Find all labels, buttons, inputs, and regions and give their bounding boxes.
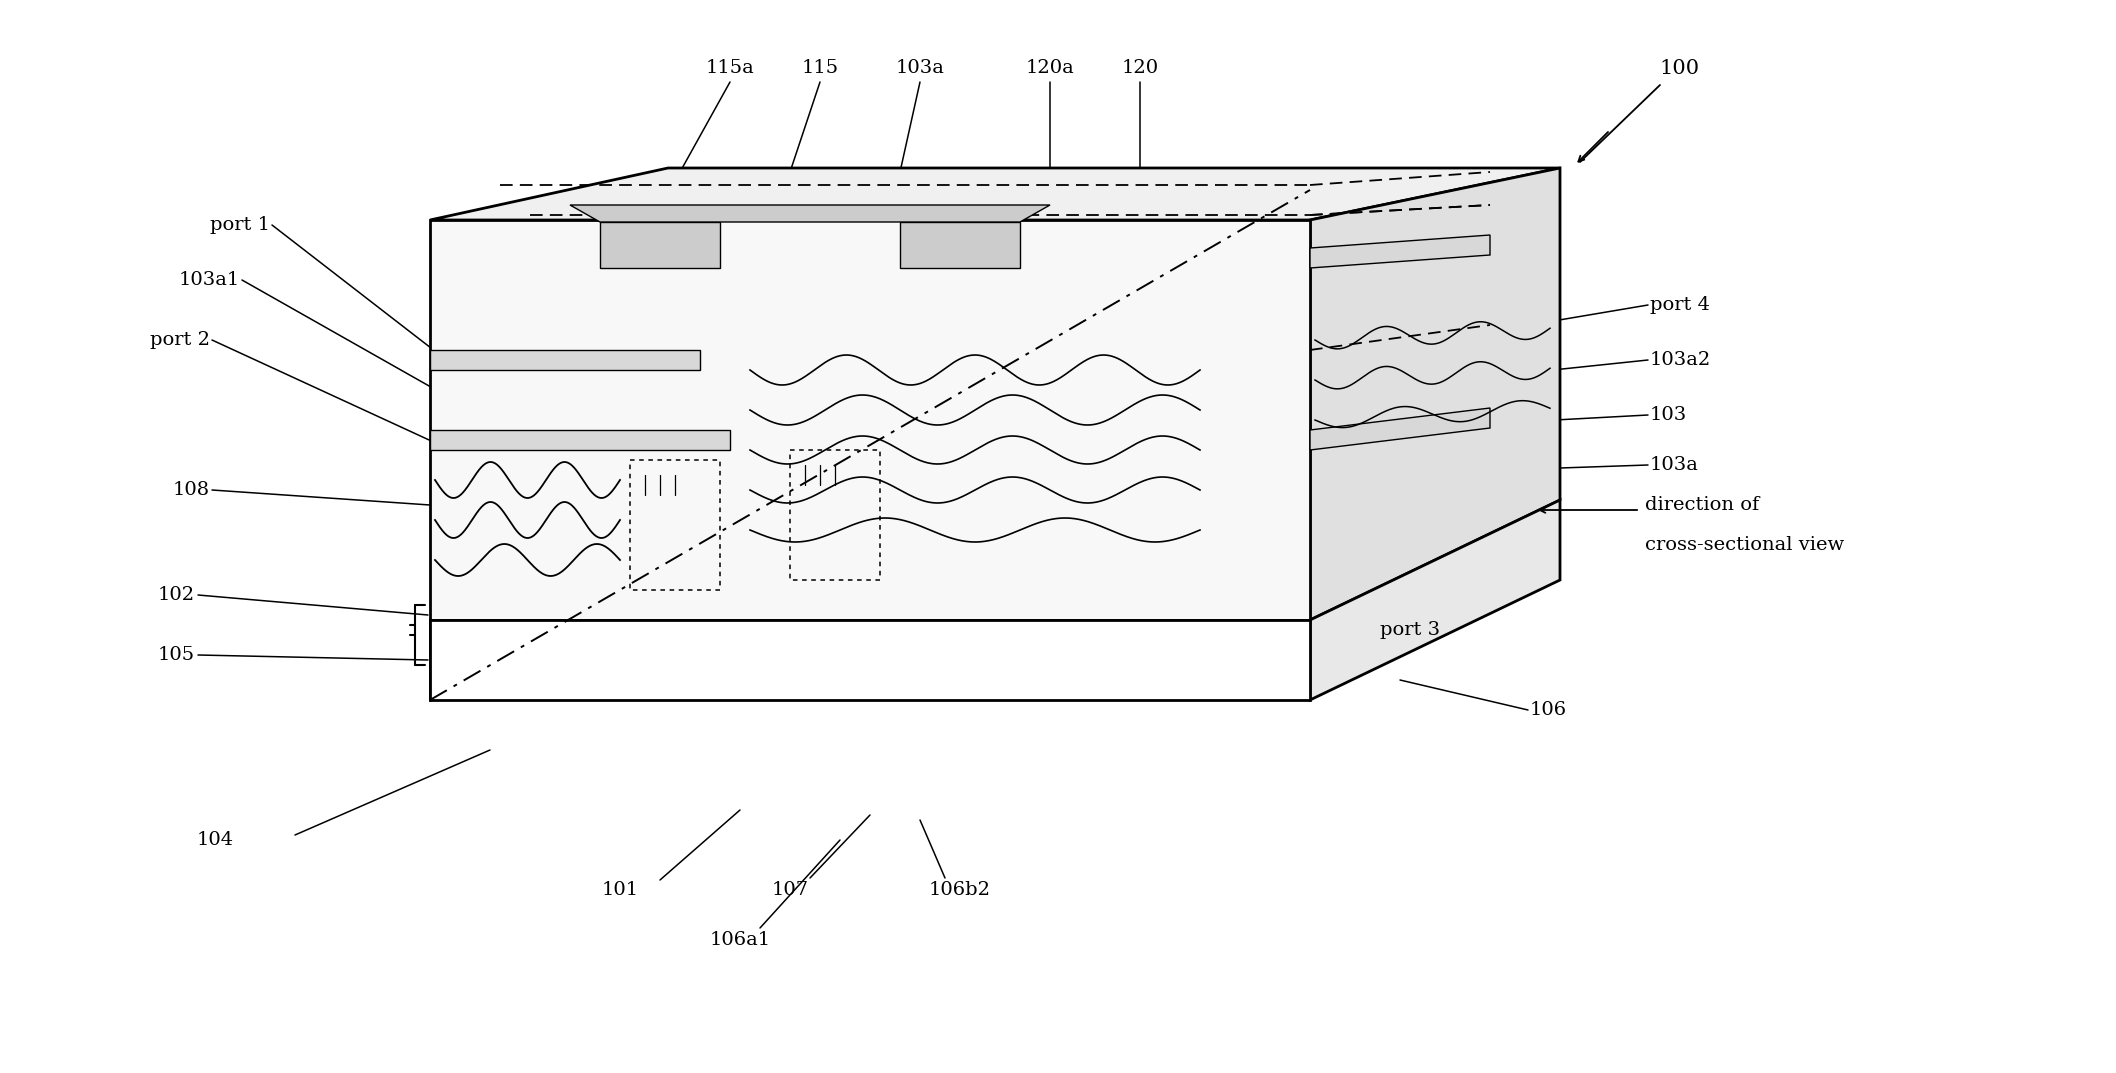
Text: 120: 120 [1121,59,1160,77]
Polygon shape [1310,500,1559,700]
Text: port 4: port 4 [1650,296,1710,314]
Polygon shape [569,205,1050,222]
Polygon shape [430,500,1559,620]
Polygon shape [430,620,1310,700]
Text: 102: 102 [159,586,195,604]
Polygon shape [1310,168,1559,620]
Text: 103a2: 103a2 [1650,351,1712,369]
Text: 106b2: 106b2 [929,881,990,899]
Polygon shape [1310,235,1490,268]
Text: 105: 105 [159,646,195,664]
Text: port 2: port 2 [150,330,209,349]
Polygon shape [430,168,1559,220]
Text: port 1: port 1 [209,216,271,234]
Polygon shape [430,350,700,370]
Text: cross-sectional view: cross-sectional view [1644,536,1845,554]
Polygon shape [899,222,1020,268]
Text: direction of: direction of [1644,496,1758,514]
Text: 107: 107 [772,881,808,899]
Polygon shape [601,222,719,268]
Text: 101: 101 [601,881,639,899]
Text: 100: 100 [1659,59,1699,77]
Text: 103a1: 103a1 [178,271,239,289]
Text: 115: 115 [802,59,838,77]
Text: 115a: 115a [705,59,755,77]
Text: 106a1: 106a1 [709,931,770,949]
Text: 104: 104 [197,831,233,849]
Polygon shape [430,430,730,450]
Text: 120a: 120a [1026,59,1075,77]
Polygon shape [430,220,1310,620]
Text: 106: 106 [1530,701,1568,719]
Text: port 3: port 3 [1380,621,1441,640]
Text: 108: 108 [174,481,209,499]
Polygon shape [1310,408,1490,450]
Text: 103a: 103a [895,59,944,77]
Text: 103a: 103a [1650,456,1699,474]
Text: 103: 103 [1650,406,1686,424]
